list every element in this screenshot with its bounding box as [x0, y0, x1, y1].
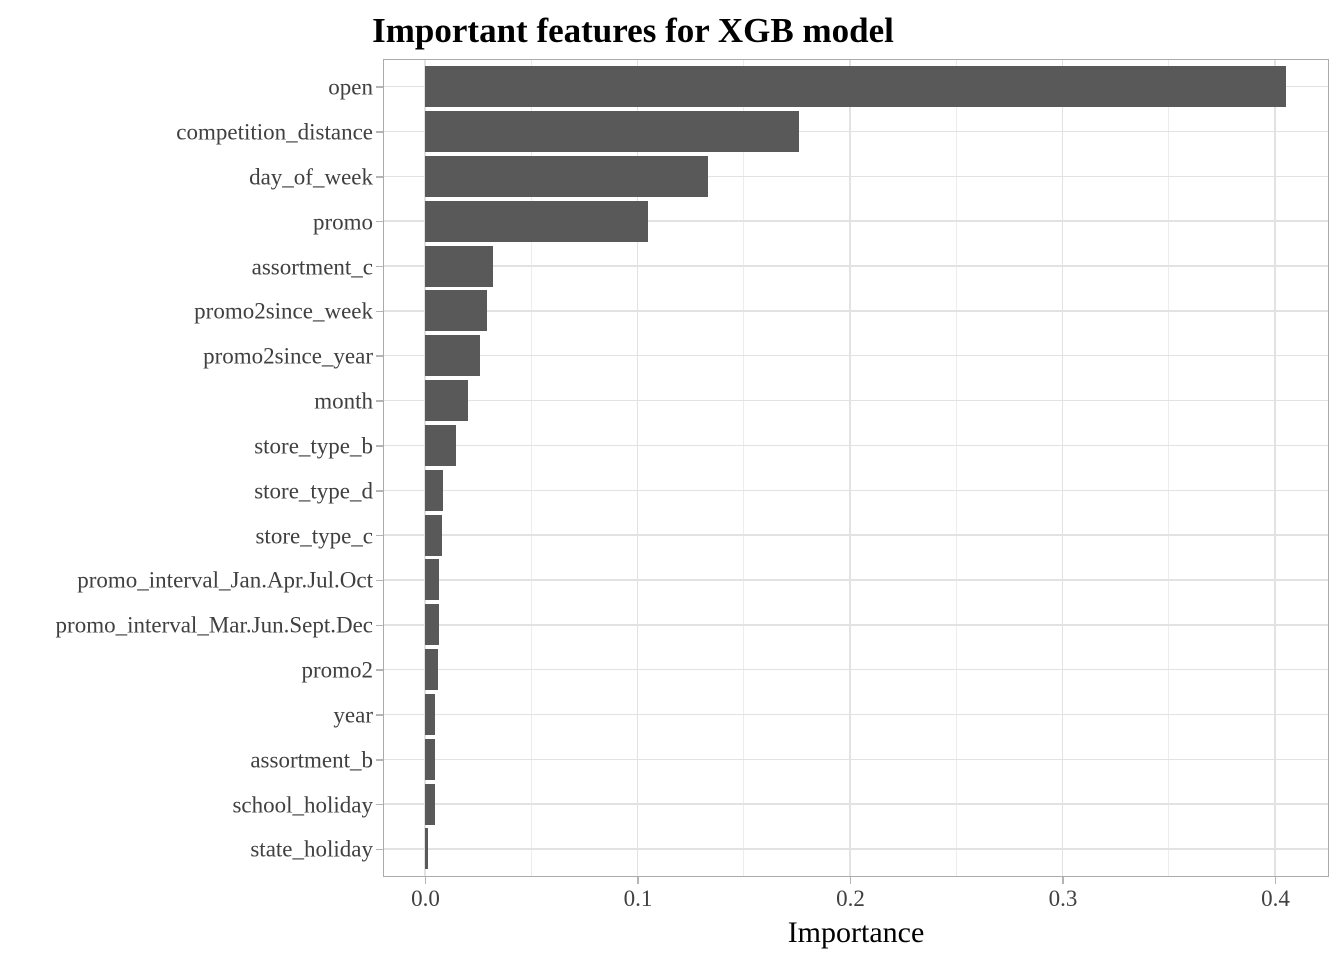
y-tick-mark — [376, 220, 383, 223]
y-tick-mark — [376, 400, 383, 402]
bar-day_of_week — [425, 155, 708, 197]
gridline-horizontal-major — [384, 534, 1328, 536]
gridline-horizontal-major — [384, 354, 1328, 357]
gridline-horizontal-major — [384, 265, 1328, 267]
bar-assortment_b — [425, 738, 435, 780]
gridline-vertical-minor — [530, 60, 532, 876]
gridline-horizontal-major — [384, 399, 1328, 402]
y-tick-label: competition_distance — [176, 119, 373, 145]
y-tick-label: state_holiday — [250, 836, 373, 862]
bar-promo_interval_Jan.Apr.Jul.Oct — [425, 559, 439, 601]
gridline-vertical-minor — [1168, 60, 1170, 876]
y-tick-mark — [376, 624, 383, 627]
y-tick-label: promo_interval_Jan.Apr.Jul.Oct — [77, 567, 373, 593]
gridline-vertical-minor — [955, 60, 957, 876]
gridline-horizontal-major — [384, 444, 1328, 447]
y-tick-label: assortment_b — [250, 747, 373, 773]
bar-state_holiday — [425, 828, 429, 870]
y-tick-mark — [376, 669, 383, 671]
bar-promo2since_week — [425, 290, 487, 332]
y-tick-label: promo2since_year — [203, 343, 373, 369]
y-tick-label: year — [333, 702, 373, 728]
y-tick-mark — [376, 803, 383, 806]
x-axis-title: Importance — [787, 916, 925, 949]
gridline-vertical-major — [424, 60, 426, 876]
x-tick-label: 0.4 — [1261, 886, 1290, 911]
gridline-horizontal-major — [384, 130, 1328, 133]
gridline-horizontal-major — [384, 175, 1328, 178]
bar-promo — [425, 200, 649, 242]
y-tick-label: promo2 — [301, 657, 373, 683]
y-tick-mark — [376, 490, 383, 492]
x-tick-label: 0.1 — [623, 886, 653, 911]
x-tick-mark — [1062, 877, 1064, 884]
bar-store_type_d — [425, 469, 444, 511]
gridline-horizontal-major — [384, 624, 1328, 626]
bar-school_holiday — [425, 783, 435, 825]
y-tick-label: promo — [312, 209, 373, 235]
y-tick-mark — [376, 534, 383, 537]
y-tick-mark — [376, 86, 383, 88]
gridline-horizontal-major — [384, 713, 1328, 716]
plot-panel — [383, 59, 1329, 877]
gridline-vertical-major — [849, 60, 851, 876]
y-tick-label: store_type_b — [254, 433, 373, 459]
gridline-horizontal-major — [384, 848, 1328, 850]
y-tick-label: store_type_d — [254, 478, 373, 504]
gridline-horizontal-major — [384, 579, 1328, 581]
bar-open — [425, 66, 1286, 108]
gridline-horizontal-major — [384, 220, 1328, 222]
gridline-horizontal-major — [384, 489, 1328, 491]
y-tick-mark — [376, 714, 383, 716]
gridline-horizontal-major — [384, 803, 1328, 805]
y-tick-mark — [376, 265, 383, 268]
x-tick-mark — [424, 877, 427, 884]
bar-promo2 — [425, 649, 438, 691]
y-tick-mark — [376, 355, 383, 357]
gridline-horizontal-major — [384, 668, 1328, 671]
bar-store_type_c — [425, 514, 442, 556]
y-tick-label: school_holiday — [232, 792, 373, 818]
gridline-horizontal-major — [384, 758, 1328, 761]
chart-title: Important features for XGB model — [372, 11, 894, 50]
y-tick-label: store_type_c — [255, 523, 373, 549]
bar-promo_interval_Mar.Jun.Sept.Dec — [425, 604, 439, 646]
y-tick-mark — [376, 445, 383, 447]
x-tick-mark — [637, 877, 639, 884]
y-tick-label: month — [314, 388, 373, 414]
gridline-vertical-minor — [743, 60, 745, 876]
y-tick-mark — [376, 310, 383, 313]
y-tick-label: open — [328, 74, 373, 100]
y-tick-mark — [376, 579, 383, 582]
bar-year — [425, 693, 436, 735]
y-tick-mark — [376, 131, 383, 133]
x-tick-mark — [849, 877, 852, 884]
y-tick-mark — [376, 759, 383, 761]
bar-store_type_b — [425, 424, 456, 466]
y-tick-label: promo_interval_Mar.Jun.Sept.Dec — [55, 612, 373, 638]
bar-month — [425, 380, 468, 422]
gridline-vertical-major — [1061, 60, 1064, 876]
y-tick-label: day_of_week — [249, 164, 373, 190]
bar-competition_distance — [425, 111, 799, 153]
x-tick-label: 0.3 — [1048, 886, 1078, 911]
y-tick-label: promo2since_week — [194, 298, 373, 324]
bar-assortment_c — [425, 245, 493, 287]
gridline-horizontal-major — [384, 310, 1328, 312]
x-tick-label: 0.0 — [411, 886, 440, 911]
y-tick-mark — [376, 176, 383, 178]
x-tick-mark — [1274, 877, 1277, 884]
gridline-vertical-major — [636, 60, 639, 876]
y-tick-label: assortment_c — [251, 254, 373, 280]
bar-promo2since_year — [425, 335, 481, 377]
y-tick-mark — [376, 848, 383, 851]
x-tick-label: 0.2 — [836, 886, 865, 911]
gridline-vertical-major — [1274, 60, 1276, 876]
